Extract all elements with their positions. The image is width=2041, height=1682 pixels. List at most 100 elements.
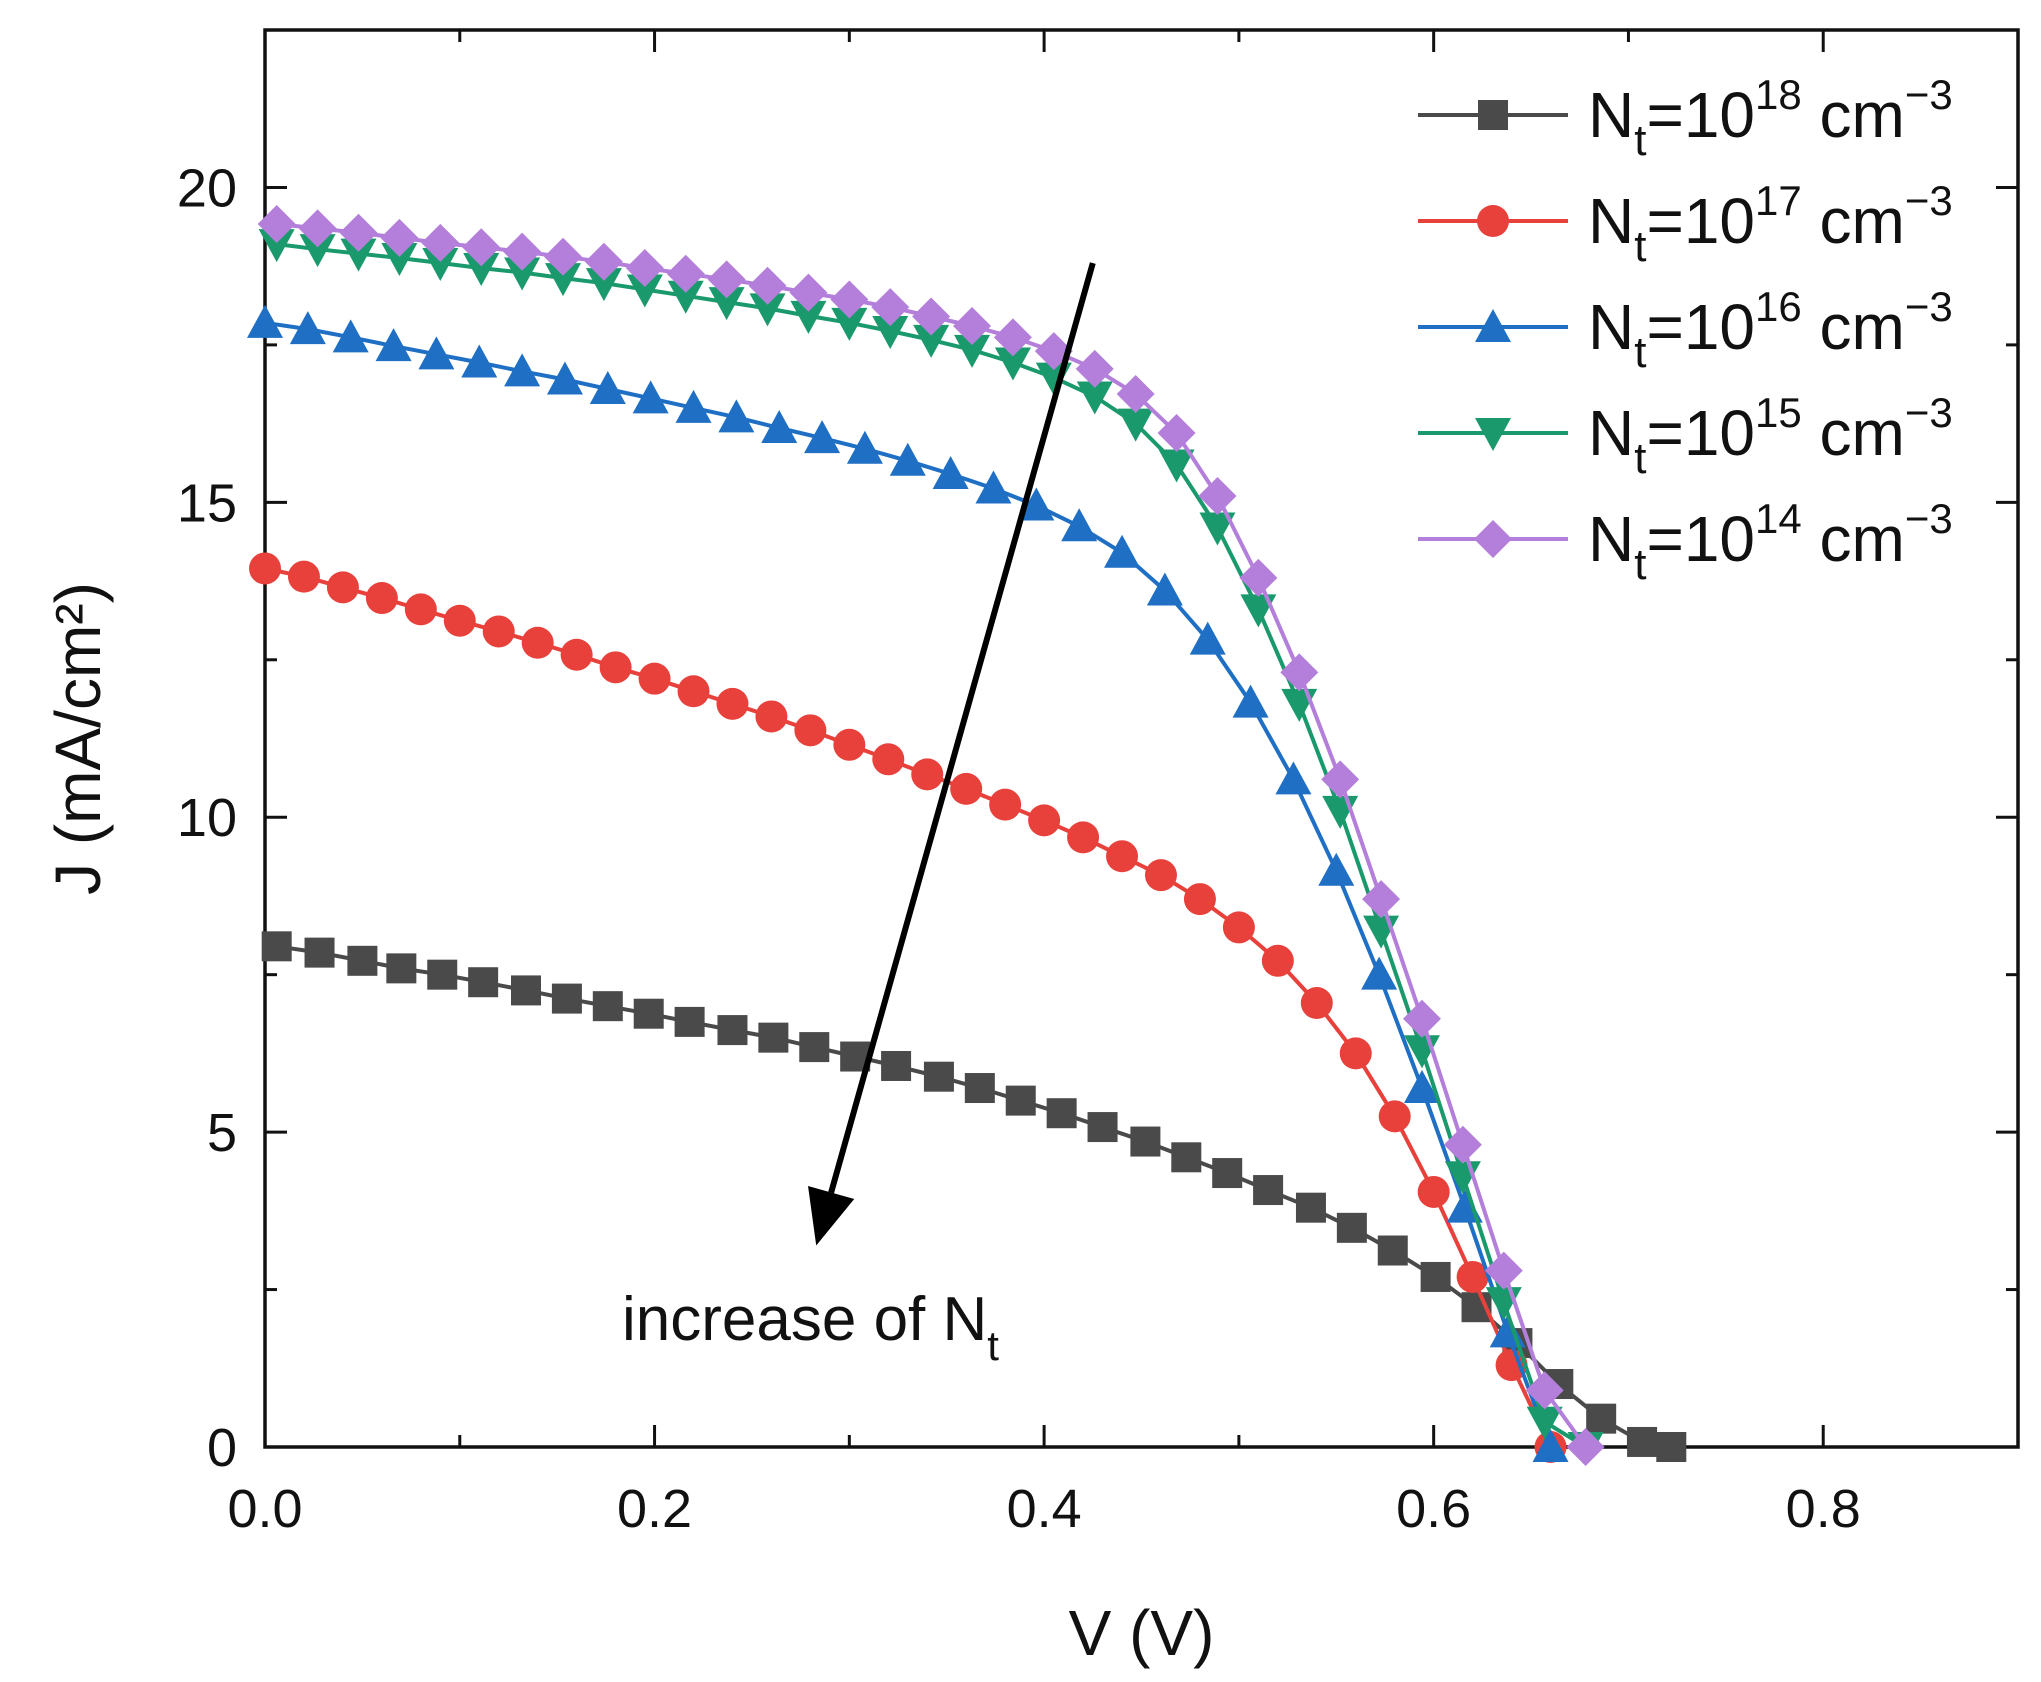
- data-point: [889, 442, 926, 476]
- data-point: [633, 998, 664, 1029]
- data-point: [1158, 449, 1195, 483]
- data-point: [443, 604, 476, 637]
- data-point: [1144, 859, 1177, 892]
- data-point: [422, 248, 459, 282]
- data-point: [871, 288, 910, 327]
- series-layer: [247, 204, 1687, 1466]
- data-point: [1420, 1261, 1451, 1292]
- data-point: [675, 389, 712, 423]
- legend-label: Nt=1015 cm−3: [1588, 389, 1953, 483]
- data-point: [461, 344, 498, 378]
- data-point: [1067, 821, 1100, 854]
- data-point: [830, 280, 869, 319]
- legend-marker: [1475, 418, 1511, 451]
- legend-main: N: [1588, 291, 1634, 363]
- data-point: [462, 228, 501, 267]
- legend-sub: t: [1634, 116, 1646, 165]
- data-point: [749, 293, 786, 327]
- legend: Nt=1018 cm−3Nt=1017 cm−3Nt=1016 cm−3Nt=1…: [1418, 71, 1953, 589]
- legend-item: Nt=1014 cm−3: [1418, 495, 1953, 589]
- data-point: [954, 334, 991, 368]
- legend-unit: cm: [1802, 291, 1905, 363]
- legend-marker: [1477, 205, 1509, 237]
- data-point: [716, 687, 749, 720]
- data-point: [707, 260, 746, 299]
- legend-unit-exp: −3: [1905, 71, 1953, 118]
- data-point: [380, 218, 419, 257]
- data-point: [748, 266, 787, 305]
- data-point: [326, 571, 359, 604]
- data-point: [545, 263, 582, 297]
- data-point: [1627, 1426, 1658, 1457]
- annotation-subscript: t: [987, 1322, 999, 1369]
- y-tick-label: 0: [207, 1418, 237, 1478]
- data-point: [953, 306, 992, 345]
- data-point: [993, 318, 1032, 357]
- data-point: [717, 1015, 748, 1046]
- data-point: [503, 232, 542, 271]
- legend-unit-exp: −3: [1905, 389, 1953, 436]
- data-point: [1157, 414, 1196, 453]
- data-point: [932, 455, 969, 489]
- data-point: [1018, 487, 1055, 521]
- legend-unit: cm: [1802, 503, 1905, 575]
- data-point: [1361, 956, 1398, 990]
- data-point: [1339, 1037, 1372, 1070]
- data-point: [913, 324, 950, 358]
- data-point: [625, 249, 664, 288]
- data-point: [1212, 1158, 1243, 1189]
- data-point: [708, 287, 745, 321]
- data-point: [247, 304, 283, 338]
- legend-label: Nt=1016 cm−3: [1588, 283, 1953, 377]
- legend-unit-exp: −3: [1905, 177, 1953, 224]
- data-point: [1028, 804, 1061, 837]
- data-point: [1280, 653, 1319, 692]
- x-tick-label: 0.8: [1786, 1479, 1861, 1539]
- data-point: [1532, 1429, 1569, 1462]
- legend-marker: [1474, 520, 1512, 558]
- legend-main: N: [1588, 185, 1634, 257]
- series-16: [247, 304, 1569, 1462]
- data-point: [404, 593, 437, 626]
- data-point: [872, 743, 905, 776]
- data-point: [1104, 534, 1141, 568]
- data-point: [994, 347, 1031, 381]
- legend-unit: cm: [1802, 397, 1905, 469]
- y-tick-label: 15: [177, 473, 237, 533]
- annotation-label: increase of Nt: [622, 1285, 999, 1369]
- data-point: [1362, 880, 1401, 919]
- data-point: [1087, 1112, 1118, 1143]
- x-tick-label: 0.4: [1007, 1479, 1082, 1539]
- data-point: [386, 953, 417, 984]
- series-line: [264, 320, 1553, 1448]
- legend-unit: cm: [1802, 79, 1905, 151]
- data-point: [912, 297, 951, 336]
- y-tick-label: 20: [177, 158, 237, 218]
- data-point: [427, 959, 458, 990]
- y-axis-title: J (mA/cm²): [42, 582, 114, 895]
- data-point: [521, 626, 554, 659]
- legend-marker: [1478, 100, 1508, 130]
- legend-exp: 15: [1755, 389, 1802, 436]
- data-point: [1525, 1371, 1564, 1410]
- data-point: [975, 470, 1012, 504]
- data-point: [950, 772, 983, 805]
- data-point: [799, 1032, 830, 1063]
- legend-main: N: [1588, 503, 1634, 575]
- data-point: [1116, 375, 1155, 414]
- x-tick-label: 0.2: [617, 1479, 692, 1539]
- data-point: [504, 257, 541, 291]
- data-point: [1061, 508, 1098, 542]
- legend-marker: [1475, 309, 1511, 342]
- data-point: [1222, 911, 1255, 944]
- data-point: [1336, 1212, 1367, 1243]
- data-point: [289, 311, 326, 345]
- data-point: [1484, 1251, 1523, 1290]
- data-point: [261, 931, 292, 962]
- data-point: [375, 328, 412, 362]
- x-tick-label: 0.6: [1396, 1479, 1471, 1539]
- data-point: [1198, 477, 1237, 516]
- data-point: [418, 336, 455, 370]
- legend-mid: =10: [1646, 503, 1755, 575]
